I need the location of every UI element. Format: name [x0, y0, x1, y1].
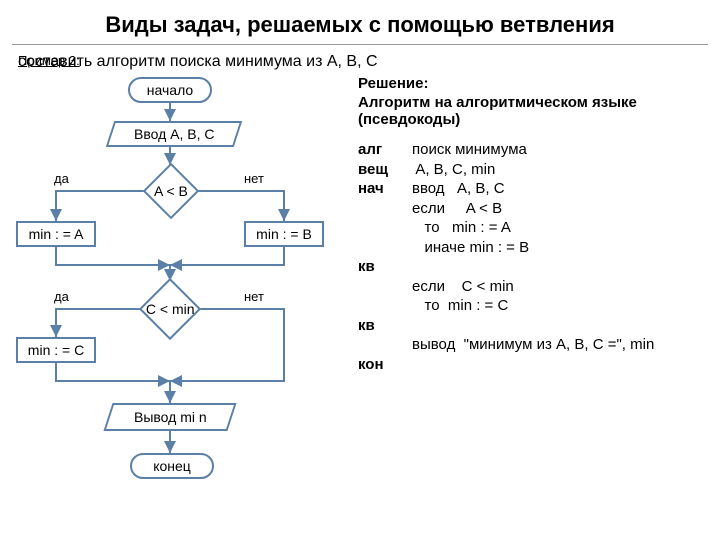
pseudo-line: ввод A, B, C	[412, 179, 710, 199]
pseudo-line: иначе min : = B	[412, 238, 710, 258]
node-cond2-text: C < min	[146, 301, 195, 317]
pseudo-line: то min : = A	[412, 218, 710, 238]
solution-heading: Решение:	[358, 75, 710, 94]
pseudo-line: поиск минимума	[412, 140, 710, 160]
pseudo-line: если A < B	[412, 199, 710, 219]
example-subtitle: Пример 3: составить алгоритм поиска мини…	[0, 45, 720, 75]
pseudocode: алгпоиск минимумавещ A, B, C, minначввод…	[358, 140, 710, 374]
pseudo-line	[412, 316, 710, 336]
pseudo-line: вывод "минимум из A, B, C =", min	[412, 335, 710, 355]
node-assign-a: min : = A	[16, 221, 96, 247]
node-output-text: Вывод mi n	[134, 409, 207, 425]
pseudo-keyword	[358, 199, 412, 219]
node-cond2: C < min	[139, 278, 201, 340]
pseudo-line: A, B, C, min	[412, 160, 710, 180]
label-cond1-yes: да	[54, 171, 69, 186]
node-start: начало	[128, 77, 212, 103]
node-cond1-text: A < B	[154, 183, 188, 199]
label-cond2-no: нет	[244, 289, 264, 304]
pseudo-keyword	[358, 296, 412, 316]
solution-panel: Решение: Алгоритм на алгоритмическом язы…	[350, 75, 710, 515]
node-assign-b: min : = B	[244, 221, 324, 247]
pseudo-line: то min : = C	[412, 296, 710, 316]
pseudo-keyword: кв	[358, 316, 412, 336]
pseudo-keyword: кон	[358, 355, 412, 375]
node-cond1: A < B	[143, 163, 200, 220]
pseudo-keyword: алг	[358, 140, 412, 160]
node-input-text: Ввод A, B, C	[134, 126, 215, 142]
label-cond2-yes: да	[54, 289, 69, 304]
pseudo-keyword	[358, 335, 412, 355]
node-input: Ввод A, B, C	[106, 121, 242, 147]
pseudo-line: если C < min	[412, 277, 710, 297]
example-label: Пример 3:	[18, 53, 80, 68]
pseudo-keyword	[358, 238, 412, 258]
node-assign-c: min : = C	[16, 337, 96, 363]
page-title: Виды задач, решаемых с помощью ветвления	[12, 0, 708, 45]
solution-subheading: Алгоритм на алгоритмическом языке (псевд…	[358, 94, 710, 130]
flowchart: начало Ввод A, B, C A < B да нет min : =…	[10, 75, 350, 515]
pseudo-line	[412, 257, 710, 277]
node-output: Вывод mi n	[103, 403, 236, 431]
pseudo-keyword: нач	[358, 179, 412, 199]
label-cond1-no: нет	[244, 171, 264, 186]
pseudo-keyword	[358, 218, 412, 238]
node-end: конец	[130, 453, 214, 479]
pseudo-line	[412, 355, 710, 375]
pseudo-keyword: кв	[358, 257, 412, 277]
pseudo-keyword: вещ	[358, 160, 412, 180]
content-area: начало Ввод A, B, C A < B да нет min : =…	[0, 75, 720, 515]
pseudo-keyword	[358, 277, 412, 297]
